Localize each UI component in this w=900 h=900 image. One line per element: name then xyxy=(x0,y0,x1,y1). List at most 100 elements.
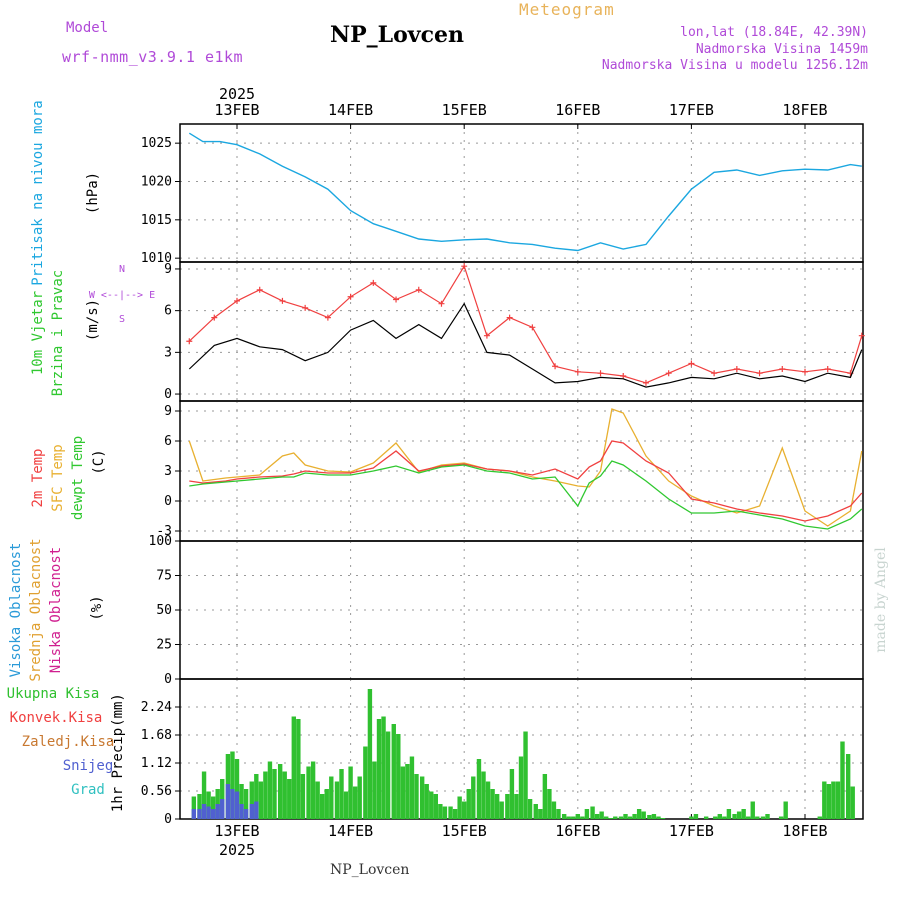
wind-gust-marker xyxy=(858,332,865,339)
cloud-low-title: Niska Oblacnost xyxy=(48,547,64,673)
wind-gust-marker xyxy=(324,314,331,321)
precip-total-bar xyxy=(485,781,491,819)
precip-total-bar xyxy=(206,791,211,819)
precip-total-bar xyxy=(741,809,746,819)
model-elevation: Nadmorska Visina u modelu 1256.12m xyxy=(601,58,868,73)
time-tick-label-bottom: 14FEB xyxy=(328,822,373,840)
precip-total-bar xyxy=(599,811,604,819)
precip-total-bar xyxy=(551,801,557,819)
wind-gust-marker xyxy=(733,366,740,373)
precip-total-bar xyxy=(448,806,453,819)
coordinates: lon,lat (18.84E, 42.39N) xyxy=(680,25,868,40)
wind-gust-marker xyxy=(186,338,193,345)
precip-total-bar xyxy=(405,764,410,819)
precip-snow-bar xyxy=(220,799,225,819)
precip-total-bar xyxy=(357,776,362,819)
precip-total-bar xyxy=(339,769,344,819)
precip-total-bar xyxy=(713,816,718,819)
wind-gust-marker xyxy=(711,370,718,377)
compass-south: S xyxy=(119,314,125,325)
wind-gust-marker xyxy=(461,263,468,270)
precip-total-bar xyxy=(509,769,515,819)
precip-snow-bar xyxy=(234,791,240,819)
precip-total-bar xyxy=(703,816,709,819)
precip-total-bar xyxy=(438,804,443,819)
footer-station: NP_Lovcen xyxy=(330,862,410,878)
precip-total-bar xyxy=(778,816,784,819)
precip-total-bar xyxy=(514,794,519,819)
y-tick-label: -3 xyxy=(156,524,172,539)
precip-total-bar xyxy=(267,761,273,819)
precip-total-bar xyxy=(201,771,207,819)
time-tick-label-bottom: 15FEB xyxy=(442,822,487,840)
pressure-line xyxy=(188,132,862,252)
temp-2m-line xyxy=(189,440,863,522)
compass-north: N xyxy=(119,264,125,275)
precip-axis-title: 1hr Precip xyxy=(110,728,126,812)
pressure-unit: (hPa) xyxy=(85,172,101,214)
y-tick-label: 1020 xyxy=(141,175,172,190)
precip-total-bar xyxy=(831,781,836,819)
compass-west-east: W <--|--> E xyxy=(89,290,155,301)
precip-total-bar xyxy=(499,801,504,819)
year-label-bottom: 2025 xyxy=(219,841,255,859)
precip-total-bar xyxy=(320,794,325,819)
precip-total-bar xyxy=(282,771,287,819)
precip-total-bar xyxy=(249,781,254,819)
precip-total-bar xyxy=(817,816,822,819)
precip-snow-bar xyxy=(225,784,231,819)
y-tick-label: 3 xyxy=(164,464,172,479)
precip-total-bar xyxy=(471,776,476,819)
y-tick-label: 75 xyxy=(156,569,172,584)
wind-gust-marker xyxy=(347,293,354,300)
precip-legend-item: Snijeg xyxy=(63,758,114,774)
y-tick-label: 0.56 xyxy=(141,784,172,799)
precip-total-bar xyxy=(571,816,576,819)
y-tick-label: 0 xyxy=(164,812,172,827)
precip-total-bar xyxy=(505,794,510,819)
wind-axis-title-1: 10m Vjetar xyxy=(30,291,46,375)
precip-total-bar xyxy=(258,781,264,819)
wind-gust-marker xyxy=(415,286,422,293)
panel-frame xyxy=(179,261,864,402)
wind-gust-marker xyxy=(483,332,490,339)
precip-total-bar xyxy=(396,734,401,819)
precip-total-bar xyxy=(608,818,613,819)
precip-total-bar xyxy=(334,781,340,819)
precip-total-bar xyxy=(750,801,755,819)
precip-total-bar xyxy=(296,719,301,819)
wind-gust-marker xyxy=(642,379,649,386)
wind-gust-marker xyxy=(529,324,536,331)
precip-total-bar xyxy=(400,766,406,819)
precip-total-bar xyxy=(324,789,329,819)
wind-gust-marker xyxy=(620,372,627,379)
precip-total-bar xyxy=(433,794,438,819)
wind-gust-marker xyxy=(279,297,286,304)
precip-total-bar xyxy=(627,816,633,819)
sfc-temp-line xyxy=(188,408,863,527)
time-tick-label-top: 15FEB xyxy=(442,101,487,119)
precip-total-bar xyxy=(566,816,571,819)
precip-total-bar xyxy=(409,756,415,819)
precip-total-bar xyxy=(845,754,851,819)
precip-legend-item: Konvek.Kisa xyxy=(10,710,103,726)
precip-total-bar xyxy=(462,801,467,819)
precip-total-bar xyxy=(518,756,524,819)
y-tick-label: 1025 xyxy=(141,136,172,151)
precip-total-bar xyxy=(547,789,552,819)
y-tick-label: 1015 xyxy=(141,213,172,228)
precip-total-bar xyxy=(254,774,259,819)
precip-total-bar xyxy=(490,789,495,819)
time-tick-label-top: 16FEB xyxy=(555,101,600,119)
precip-total-bar xyxy=(746,816,751,819)
cloud-mid-title: Srednja Oblacnost xyxy=(28,538,44,681)
precip-total-bar xyxy=(760,816,766,819)
precip-total-bar xyxy=(651,814,657,819)
precip-total-bar xyxy=(352,786,358,819)
precip-total-bar xyxy=(840,741,845,819)
precip-total-bar xyxy=(783,801,788,819)
precip-total-bar xyxy=(343,791,349,819)
wind-gust-marker xyxy=(779,366,786,373)
precip-total-bar xyxy=(623,814,628,819)
